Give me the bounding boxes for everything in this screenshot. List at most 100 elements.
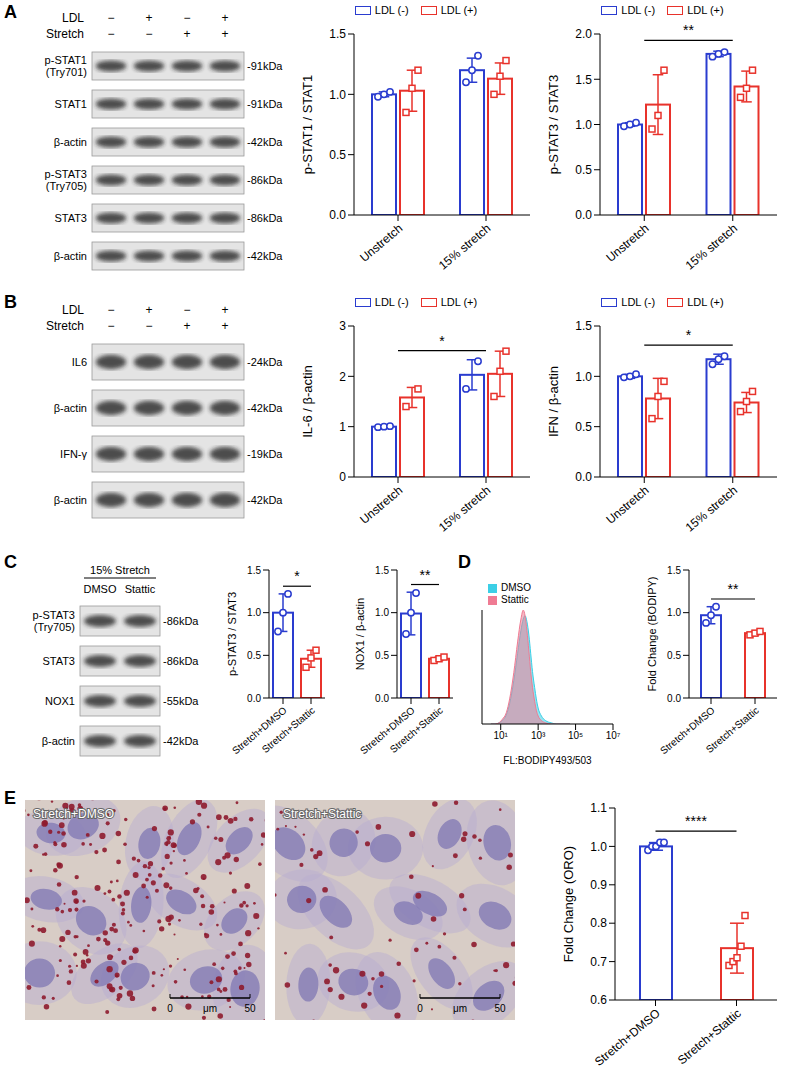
svg-text:**: **	[683, 22, 694, 38]
svg-text:NOX1 / β-actin: NOX1 / β-actin	[354, 598, 366, 670]
svg-text:(Try705): (Try705)	[46, 180, 87, 192]
svg-text:p-STAT1 / STAT1: p-STAT1 / STAT1	[300, 75, 315, 174]
svg-text:LDL: LDL	[62, 303, 84, 317]
svg-text:β-actin: β-actin	[42, 735, 75, 747]
svg-text:Stretch+Stattic: Stretch+Stattic	[704, 705, 761, 755]
svg-text:Unstretch: Unstretch	[357, 221, 405, 265]
svg-text:0.5: 0.5	[575, 420, 592, 434]
svg-text:0.5: 0.5	[329, 148, 346, 162]
svg-text:0.0: 0.0	[575, 470, 592, 484]
svg-text:1.5: 1.5	[247, 565, 261, 576]
svg-text:NOX1: NOX1	[45, 695, 75, 707]
svg-text:15% stretch: 15% stretch	[683, 221, 741, 272]
svg-text:−: −	[183, 11, 190, 25]
svg-text:−: −	[145, 319, 152, 333]
svg-text:-86kDa: -86kDa	[247, 174, 283, 186]
svg-text:Stattic: Stattic	[125, 583, 156, 595]
svg-text:p-STAT1: p-STAT1	[45, 54, 87, 66]
svg-text:Stretch: Stretch	[46, 27, 84, 41]
svg-text:**: **	[420, 567, 431, 583]
svg-text:-42kDa: -42kDa	[247, 136, 283, 148]
svg-text:+: +	[145, 11, 152, 25]
svg-text:-91kDa: -91kDa	[247, 60, 283, 72]
svg-text:+: +	[221, 303, 228, 317]
svg-text:0.9: 0.9	[590, 878, 607, 892]
svg-text:Stretch+Stattic: Stretch+Stattic	[675, 1006, 744, 1067]
svg-text:0.0: 0.0	[667, 693, 681, 704]
svg-text:-86kDa: -86kDa	[163, 655, 199, 667]
svg-text:μm: μm	[203, 1003, 217, 1014]
svg-text:−: −	[107, 11, 114, 25]
svg-text:2.0: 2.0	[575, 27, 592, 41]
svg-text:0.5: 0.5	[375, 650, 389, 661]
svg-text:1.5: 1.5	[375, 565, 389, 576]
svg-text:μm: μm	[453, 1003, 467, 1014]
svg-text:Fold Change (BODIPY): Fold Change (BODIPY)	[646, 577, 658, 692]
svg-text:-24kDa: -24kDa	[247, 356, 283, 368]
svg-text:1.0: 1.0	[590, 840, 607, 854]
svg-text:0.0: 0.0	[247, 693, 261, 704]
svg-text:0.0: 0.0	[575, 208, 592, 222]
svg-text:0.5: 0.5	[667, 650, 681, 661]
svg-text:p-STAT3: p-STAT3	[33, 609, 75, 621]
svg-text:β-actin: β-actin	[54, 402, 87, 414]
svg-text:LDL: LDL	[62, 11, 84, 25]
svg-text:STAT3: STAT3	[54, 212, 87, 224]
svg-text:1.5: 1.5	[329, 27, 346, 41]
svg-text:1.0: 1.0	[667, 607, 681, 618]
svg-text:-42kDa: -42kDa	[163, 735, 199, 747]
svg-text:Stretch+DMSO: Stretch+DMSO	[592, 1006, 663, 1069]
svg-text:-19kDa: -19kDa	[247, 448, 283, 460]
svg-text:15% Stretch: 15% Stretch	[90, 564, 150, 576]
svg-text:-86kDa: -86kDa	[163, 615, 199, 627]
svg-text:3: 3	[339, 319, 346, 333]
svg-text:-42kDa: -42kDa	[247, 402, 283, 414]
svg-text:0.5: 0.5	[575, 163, 592, 177]
svg-text:STAT3: STAT3	[42, 655, 75, 667]
svg-text:+: +	[221, 27, 228, 41]
svg-text:15% stretch: 15% stretch	[436, 221, 494, 272]
svg-text:2: 2	[339, 370, 346, 384]
svg-text:−: −	[183, 303, 190, 317]
svg-text:10¹: 10¹	[493, 730, 508, 741]
svg-text:+: +	[145, 303, 152, 317]
svg-text:(Try701): (Try701)	[46, 66, 87, 78]
svg-text:p-STAT3: p-STAT3	[45, 168, 87, 180]
svg-text:Stretch+DMSO: Stretch+DMSO	[33, 807, 114, 821]
svg-text:1.0: 1.0	[575, 118, 592, 132]
svg-text:10⁷: 10⁷	[606, 730, 621, 741]
svg-text:50: 50	[494, 1003, 506, 1014]
svg-text:1.1: 1.1	[590, 801, 607, 815]
svg-text:1: 1	[339, 420, 346, 434]
svg-text:10⁵: 10⁵	[568, 730, 583, 741]
svg-text:β-actin: β-actin	[54, 136, 87, 148]
svg-text:DMSO: DMSO	[84, 583, 117, 595]
svg-text:β-actin: β-actin	[54, 250, 87, 262]
svg-text:p-STAT3 / STAT3: p-STAT3 / STAT3	[226, 592, 238, 676]
svg-text:+: +	[221, 319, 228, 333]
svg-text:0: 0	[339, 470, 346, 484]
svg-text:STAT1: STAT1	[54, 98, 87, 110]
svg-text:0: 0	[417, 1003, 423, 1014]
svg-text:0.6: 0.6	[590, 993, 607, 1007]
svg-text:−: −	[107, 303, 114, 317]
svg-text:Unstretch: Unstretch	[603, 483, 651, 527]
svg-text:15% stretch: 15% stretch	[683, 483, 741, 534]
svg-text:15% stretch: 15% stretch	[436, 483, 494, 534]
svg-text:1.0: 1.0	[375, 607, 389, 618]
svg-text:-55kDa: -55kDa	[163, 695, 199, 707]
svg-text:Stretch+Stattic: Stretch+Stattic	[260, 705, 317, 755]
svg-text:+: +	[221, 11, 228, 25]
svg-text:-42kDa: -42kDa	[247, 494, 283, 506]
svg-text:0.7: 0.7	[590, 955, 607, 969]
svg-text:50: 50	[244, 1003, 256, 1014]
svg-text:Unstretch: Unstretch	[357, 483, 405, 527]
svg-text:p-STAT3 / STAT3: p-STAT3 / STAT3	[546, 75, 561, 174]
svg-text:β-actin: β-actin	[54, 494, 87, 506]
svg-text:FL:BODIPY493/503: FL:BODIPY493/503	[503, 755, 592, 766]
svg-text:Stretch+Stattic: Stretch+Stattic	[388, 705, 445, 755]
svg-text:1.5: 1.5	[575, 73, 592, 87]
svg-text:****: ****	[685, 813, 707, 829]
svg-text:*: *	[439, 333, 445, 349]
svg-text:*: *	[294, 568, 300, 584]
